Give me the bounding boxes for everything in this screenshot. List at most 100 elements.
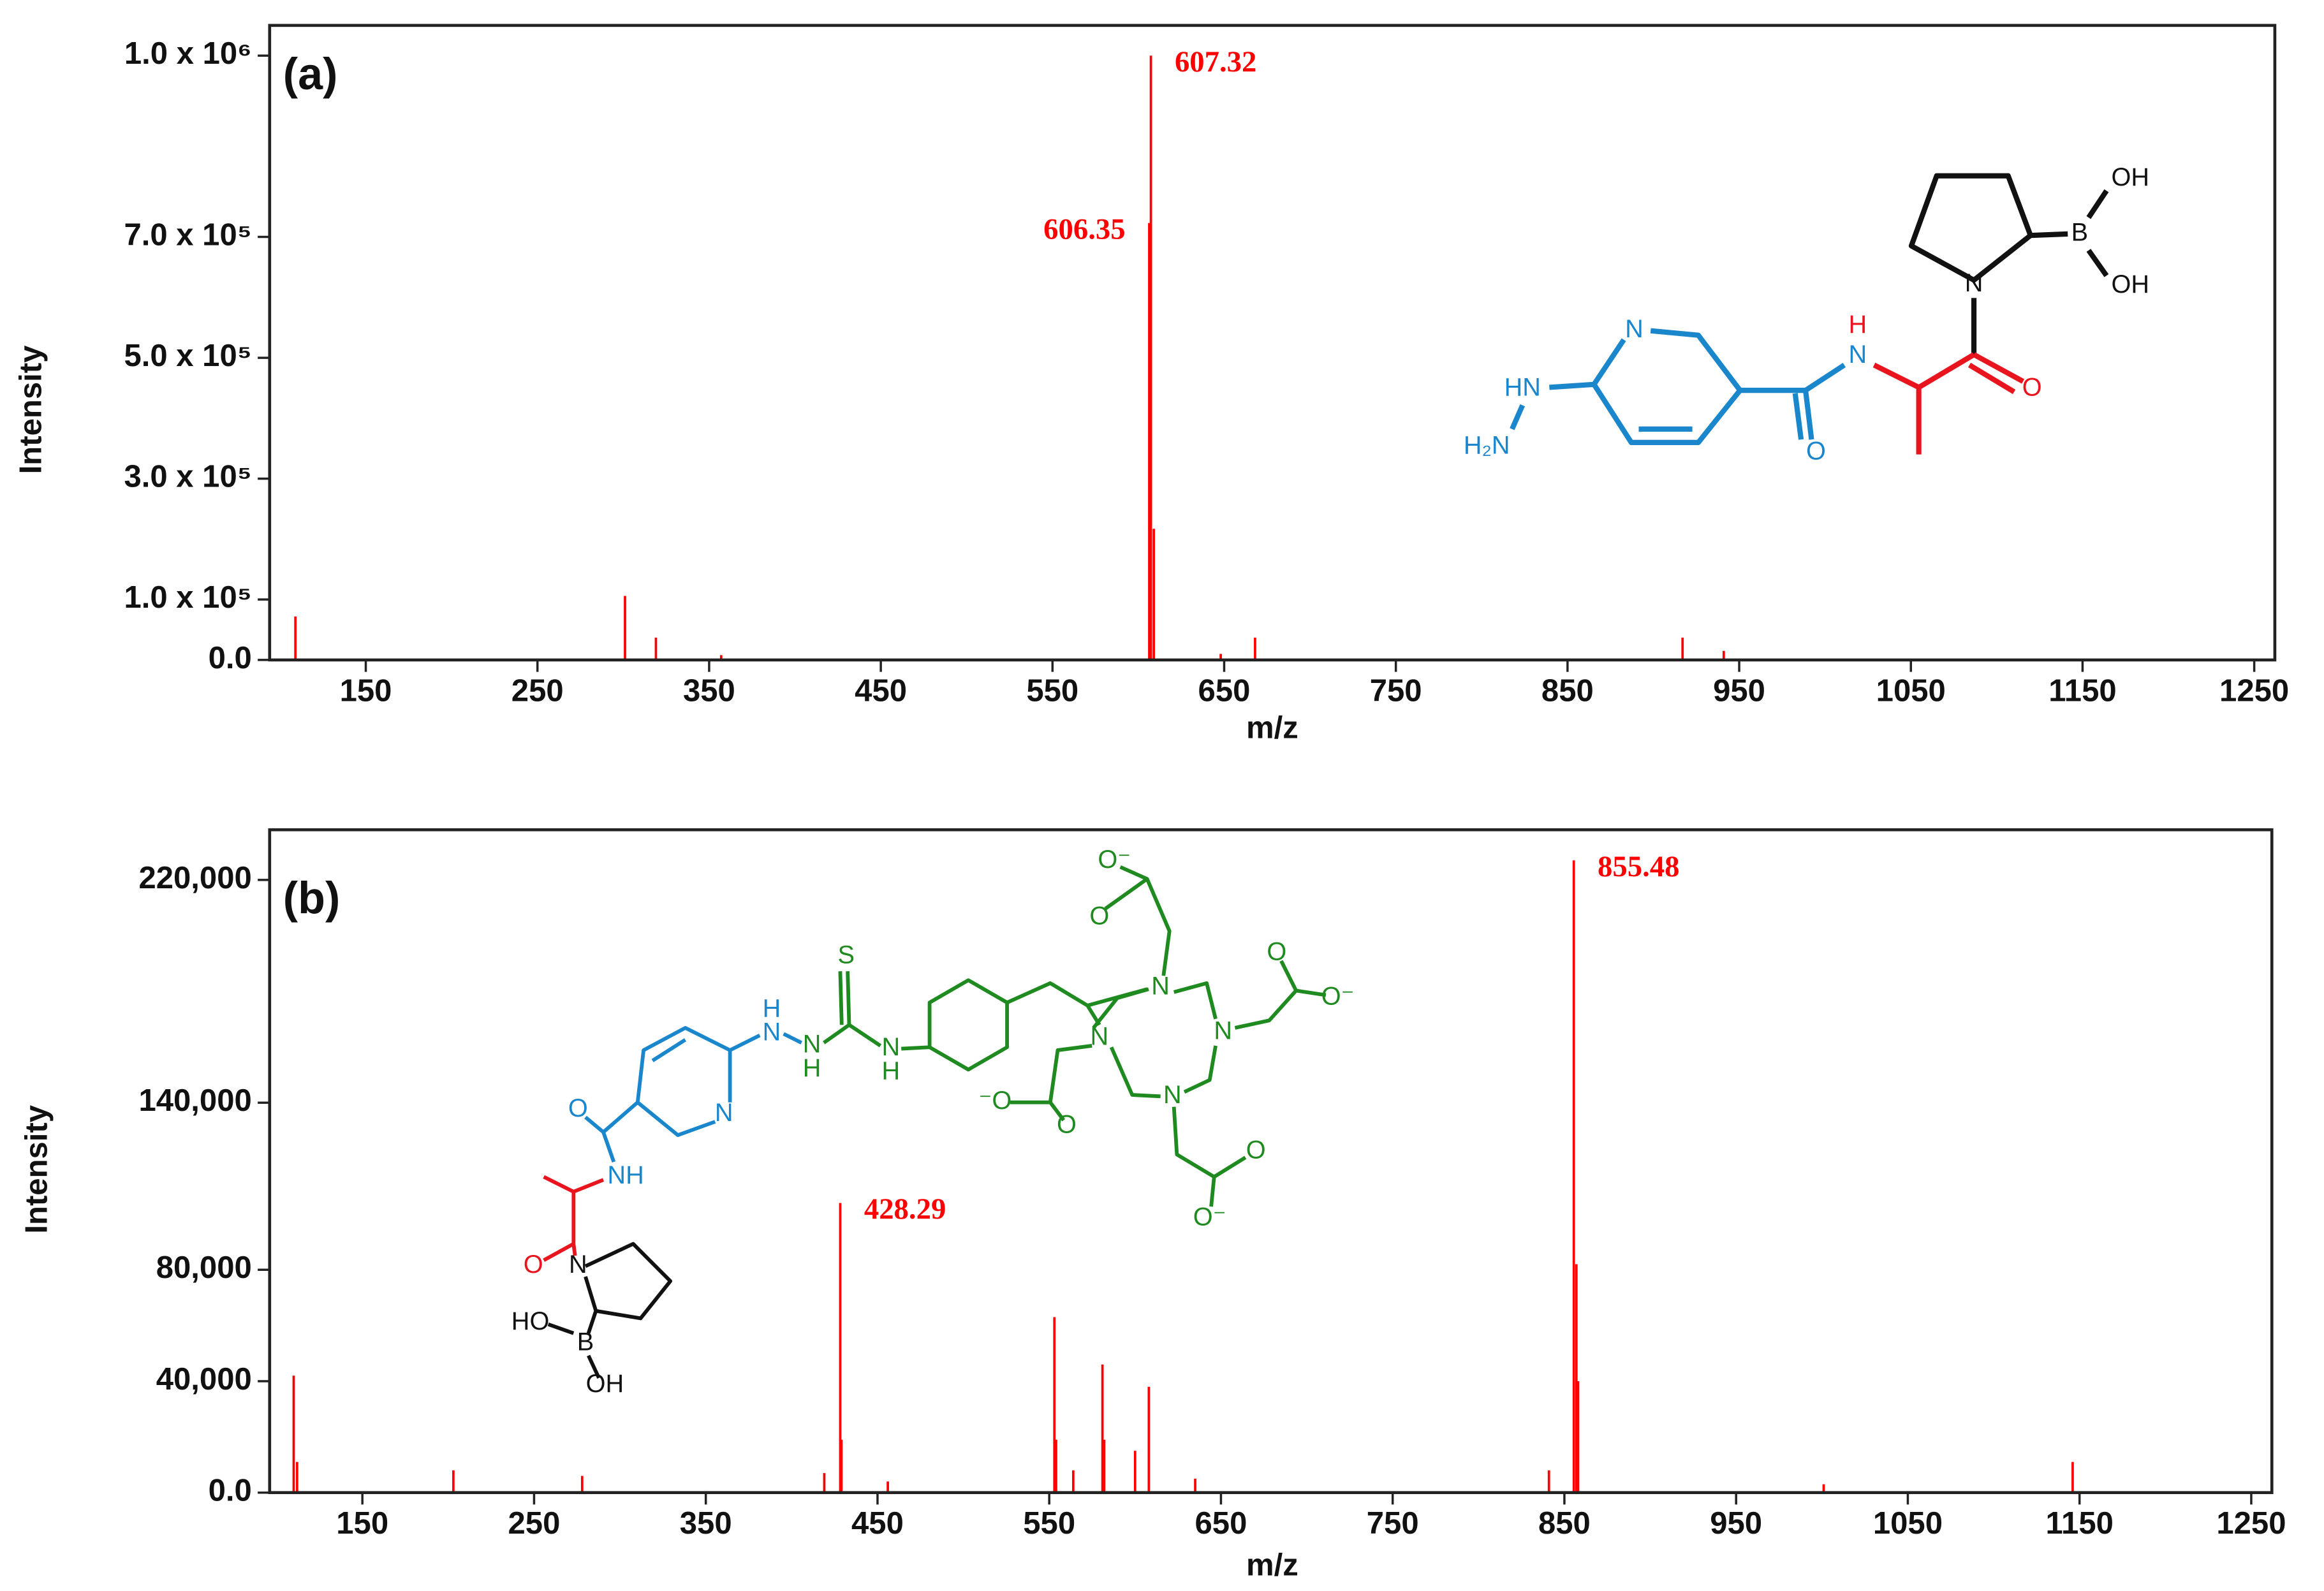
structure: O⁻ O O O⁻ ⁻O O O O⁻ N N N N S H N N H N … — [511, 846, 1355, 1398]
y-tick-label: 140,000 — [138, 1083, 251, 1118]
atom-label: O — [2022, 373, 2042, 401]
atom-label: H — [763, 994, 781, 1022]
x-tick-label: 350 — [683, 673, 735, 708]
peak-label: 607.32 — [1175, 45, 1256, 78]
x-tick-label: 950 — [1713, 673, 1765, 708]
x-tick-label: 650 — [1195, 1506, 1247, 1541]
bond — [823, 971, 882, 1048]
x-tick-label: 650 — [1198, 673, 1251, 708]
x-tick-label: 1250 — [2219, 673, 2289, 708]
atom-label: B — [2071, 218, 2088, 246]
atom-label: O — [1089, 902, 1109, 930]
atom-label: N — [763, 1018, 781, 1046]
x-tick-label: 750 — [1370, 673, 1422, 708]
x-tick-label: 350 — [680, 1506, 732, 1541]
x-axis-label: m/z — [1246, 1548, 1298, 1582]
bond — [584, 1025, 803, 1163]
atom-label: O — [1806, 437, 1826, 466]
atom-label: N — [569, 1250, 587, 1279]
atom-label: H — [1849, 311, 1867, 339]
x-tick-label: 450 — [851, 1506, 904, 1541]
atom-label: N — [1091, 1023, 1109, 1051]
bond — [1908, 173, 2033, 283]
bond — [547, 1242, 673, 1379]
x-tick-label: 850 — [1538, 1506, 1591, 1541]
x-tick-label: 1050 — [1873, 1506, 1943, 1541]
y-tick-label: 1.0 x 10⁶ — [124, 36, 252, 71]
bond — [901, 865, 1327, 1207]
y-tick-label: 40,000 — [156, 1362, 252, 1397]
atom-label: N — [715, 1099, 733, 1127]
plot-frame — [268, 828, 2274, 1495]
bond — [543, 1175, 605, 1262]
atom-label: O — [1246, 1136, 1266, 1164]
x-tick-label: 750 — [1367, 1506, 1419, 1541]
panel-label: (a) — [283, 49, 338, 99]
atom-label: NH — [607, 1161, 644, 1189]
atom-label: O — [1267, 938, 1286, 966]
y-tick-label: 220,000 — [138, 861, 251, 895]
atom-label: O — [1057, 1111, 1077, 1139]
x-tick-label: 1150 — [2048, 673, 2116, 708]
atom-label: N — [1214, 1016, 1232, 1045]
x-tick-label: 550 — [1023, 1506, 1075, 1541]
x-tick-label: 1250 — [2216, 1506, 2286, 1541]
atom-label: O⁻ — [1193, 1203, 1226, 1231]
atom-label: N — [1965, 269, 1983, 297]
atom-label: O — [524, 1250, 543, 1279]
x-tick-label: 150 — [340, 673, 392, 708]
x-tick-label: 250 — [511, 673, 564, 708]
y-tick-label: 0.0 — [209, 641, 252, 675]
bond — [1510, 328, 1846, 445]
x-tick-label: 150 — [336, 1506, 388, 1541]
atom-label: N — [1163, 1081, 1182, 1109]
atom-label: OH — [2112, 270, 2150, 298]
x-tick-label: 950 — [1710, 1506, 1762, 1541]
panel-a: 606.35 607.32 1.0 x 10⁶ 7.0 x 10⁵ 5.0 x 10⁵ 3… — [13, 24, 2289, 745]
atom-label: N — [1625, 315, 1644, 343]
x-tick-label: 1050 — [1876, 673, 1946, 708]
y-tick-label: 5.0 x 10⁵ — [124, 339, 251, 373]
bond — [1872, 352, 2025, 455]
y-axis-label: Intensity — [13, 345, 48, 474]
peak-label: 428.29 — [864, 1192, 946, 1226]
atom-label: ⁻O — [978, 1087, 1011, 1115]
atom-label: O — [568, 1094, 588, 1122]
atom-label: B — [577, 1328, 594, 1356]
atom-label: OH — [2112, 163, 2150, 191]
atom-label: H — [882, 1057, 901, 1085]
atom-label: N — [1151, 972, 1170, 1000]
structure: OH B OH N H N O O N HN H₂N — [1464, 163, 2149, 466]
y-axis-label: Intensity — [20, 1104, 54, 1233]
atom-label: HN — [1504, 373, 1541, 401]
y-tick-label: 80,000 — [156, 1250, 252, 1285]
atom-label: H₂N — [1464, 431, 1510, 459]
panel-label: (b) — [283, 873, 340, 923]
atom-label: S — [838, 941, 855, 969]
peak-label: 855.48 — [1598, 850, 1679, 883]
bond — [1971, 189, 2109, 355]
x-axis-label: m/z — [1246, 711, 1298, 745]
plot-frame — [268, 24, 2277, 662]
x-tick-label: 550 — [1026, 673, 1078, 708]
atom-label: O⁻ — [1098, 846, 1131, 874]
atom-label: HO — [511, 1307, 550, 1335]
x-tick-label: 1150 — [2045, 1506, 2113, 1541]
atom-label: N — [882, 1033, 901, 1061]
x-tick-label: 850 — [1541, 673, 1594, 708]
atom-label: OH — [586, 1370, 624, 1398]
panel-b: 855.48 428.29 220,000 140,000 80,000 40,000 0.… — [20, 828, 2286, 1582]
peak-label: 606.35 — [1043, 212, 1125, 246]
atom-label: N — [1849, 341, 1867, 369]
y-tick-label: 7.0 x 10⁵ — [124, 217, 251, 252]
x-tick-label: 250 — [508, 1506, 561, 1541]
y-tick-label: 3.0 x 10⁵ — [124, 460, 251, 494]
x-tick-label: 450 — [855, 673, 907, 708]
atom-label: O⁻ — [1321, 983, 1355, 1011]
y-tick-label: 1.0 x 10⁵ — [124, 580, 251, 615]
atom-label: N — [803, 1030, 821, 1058]
atom-label: H — [803, 1054, 821, 1082]
y-tick-label: 0.0 — [209, 1474, 252, 1508]
